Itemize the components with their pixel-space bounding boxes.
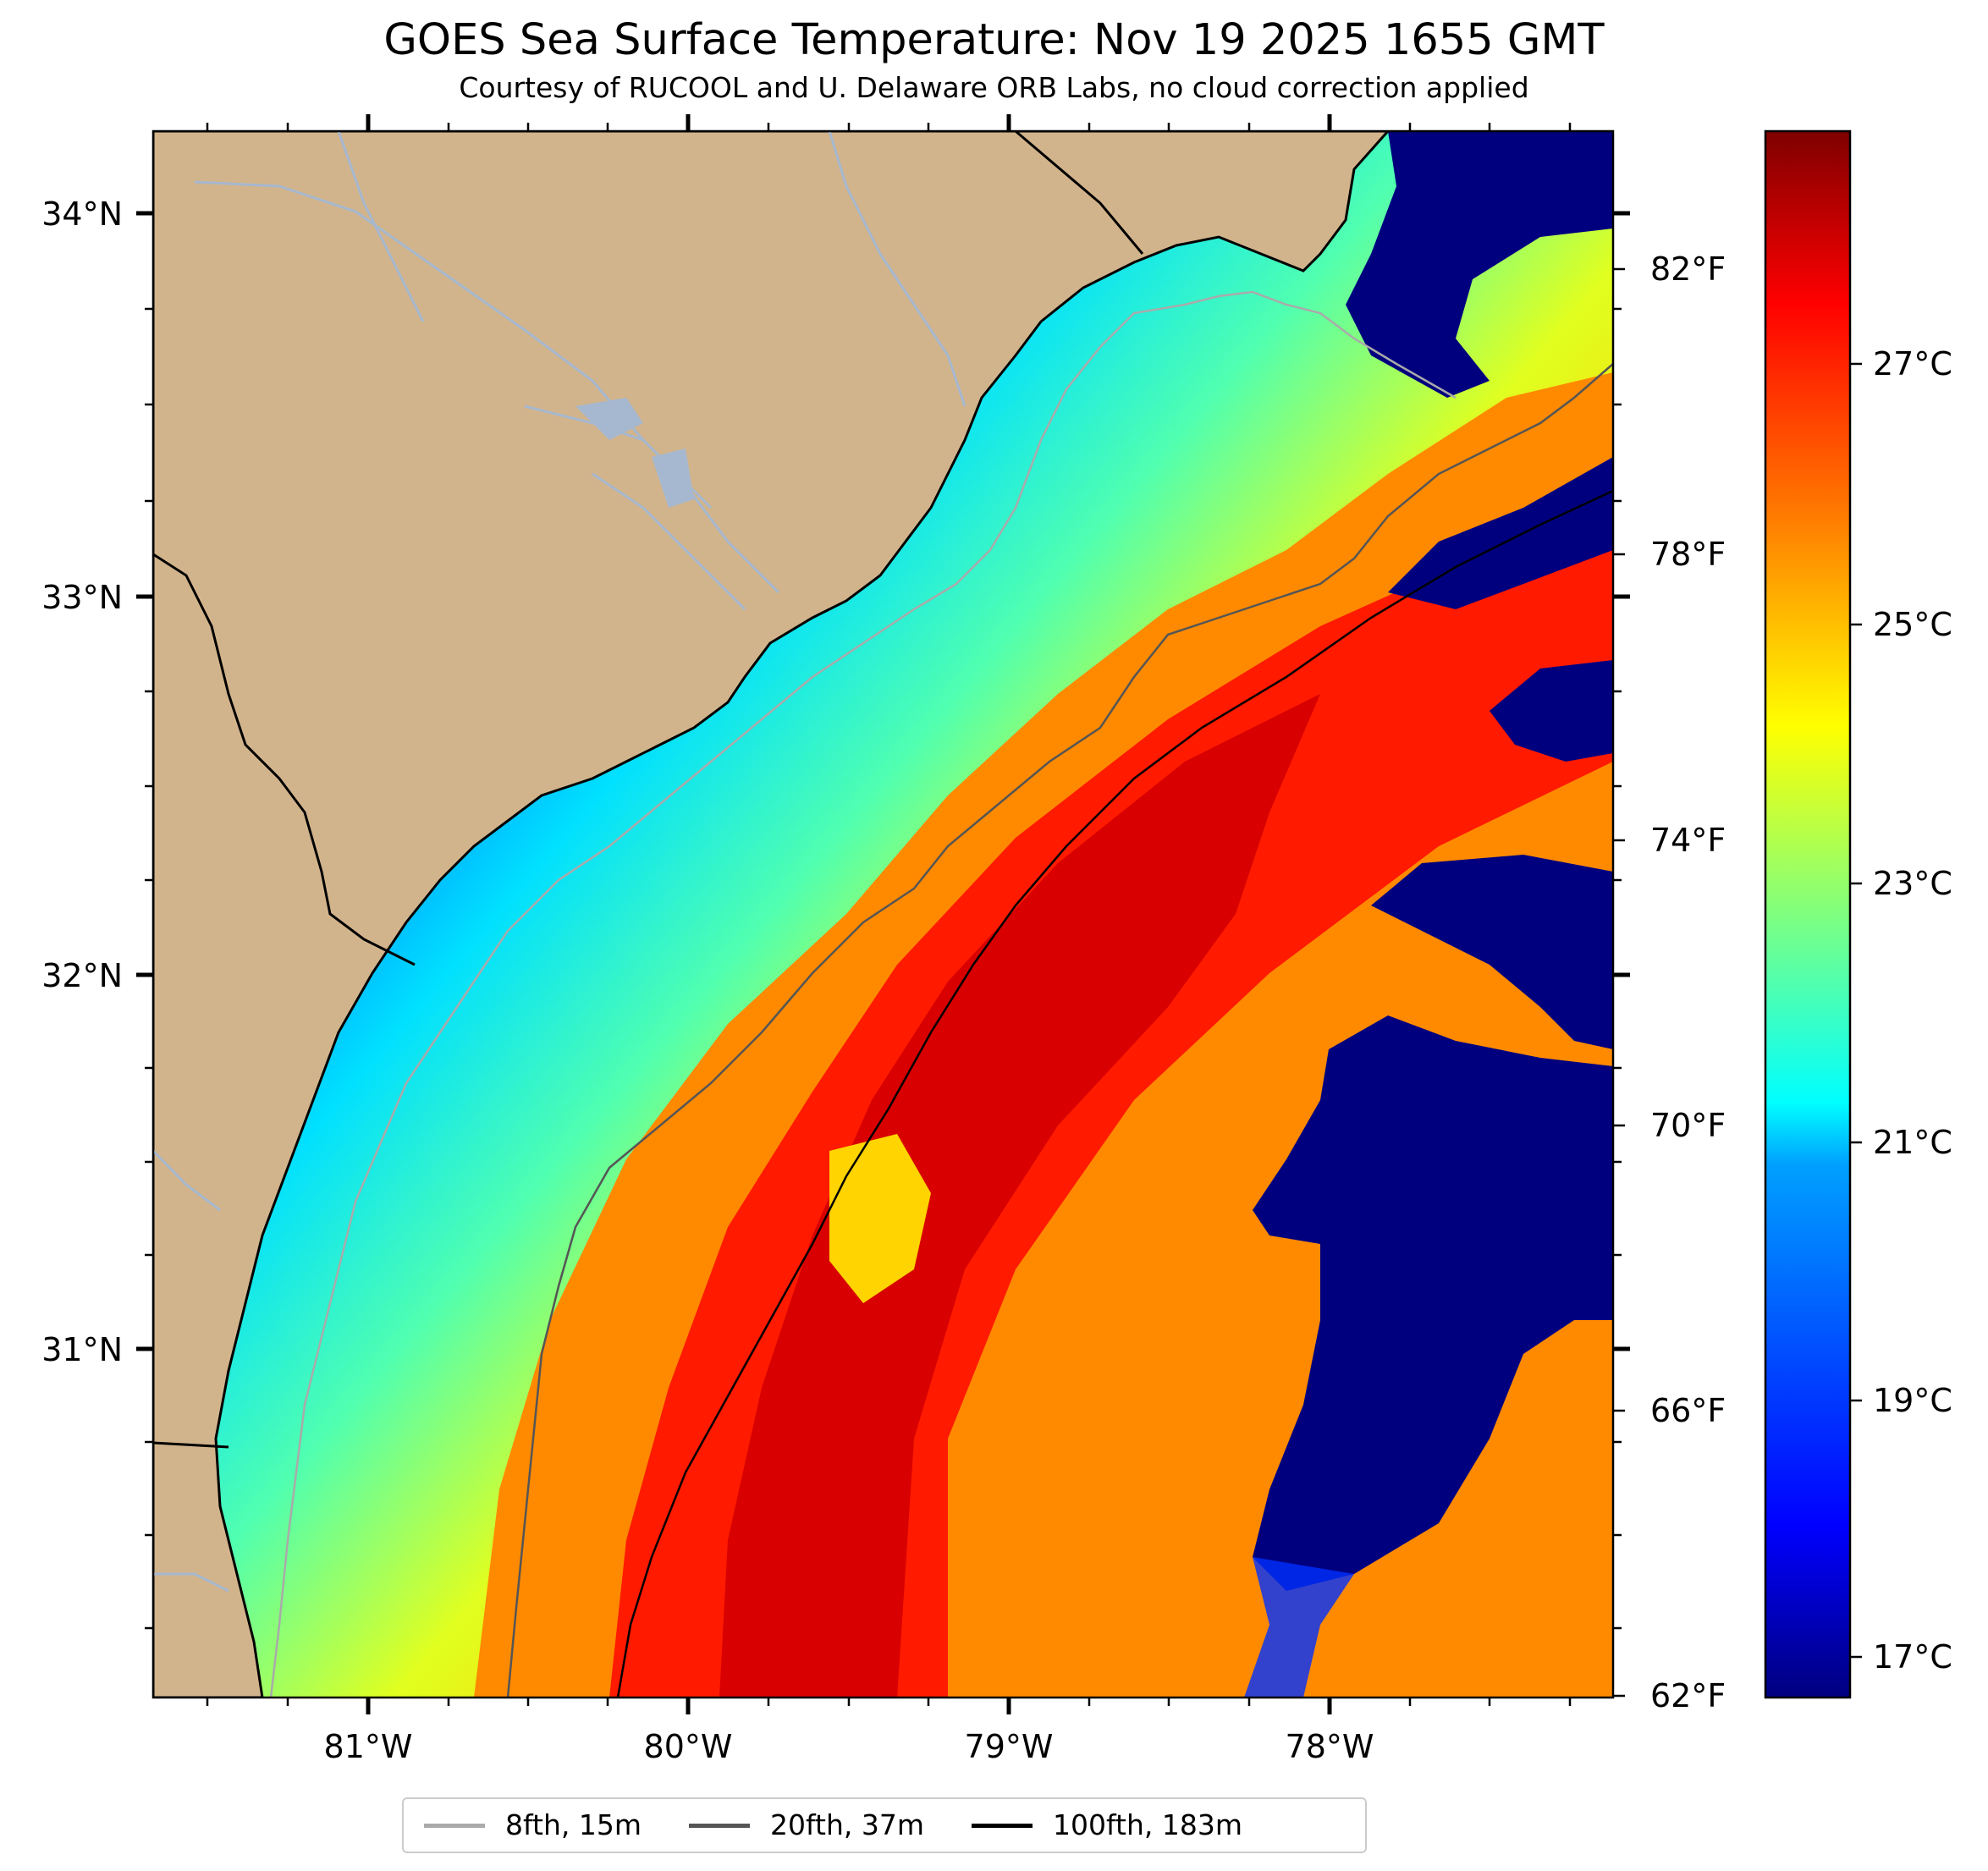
lon-label-78: 78°W bbox=[1286, 1728, 1374, 1765]
fahrenheit-label-78: 78°F bbox=[1650, 536, 1726, 573]
map-area[interactable] bbox=[153, 131, 1613, 1698]
map-title: GOES Sea Surface Temperature: Nov 19 202… bbox=[383, 15, 1605, 65]
lon-label-80: 80°W bbox=[644, 1728, 733, 1765]
legend-label-8fth: 8fth, 15m bbox=[505, 1808, 642, 1841]
celsius-label-25: 25°C bbox=[1873, 606, 1952, 643]
fahrenheit-label-82: 82°F bbox=[1650, 250, 1726, 288]
legend-swatch-100fth bbox=[972, 1823, 1033, 1828]
lat-labels: 34°N 33°N 32°N 31°N bbox=[41, 195, 123, 1368]
cold-water-tongue bbox=[1371, 855, 1613, 1049]
minor-ticks bbox=[145, 123, 1622, 1706]
fahrenheit-label-66: 66°F bbox=[1650, 1392, 1726, 1429]
isobath-20fth bbox=[506, 363, 1613, 1698]
celsius-labels: 27°C 25°C 23°C 21°C 19°C 17°C bbox=[1873, 345, 1952, 1676]
colorbar bbox=[1764, 129, 1852, 1699]
map-subtitle: Courtesy of RUCOOL and U. Delaware ORB L… bbox=[459, 71, 1529, 104]
fahrenheit-ticks bbox=[1613, 267, 1625, 1698]
isobath-legend: 8fth, 15m 20fth, 37m 100fth, 183m bbox=[402, 1797, 1367, 1853]
legend-label-20fth: 20fth, 37m bbox=[770, 1808, 925, 1841]
state-borders bbox=[153, 131, 1144, 1449]
gulf-stream-dark-core bbox=[719, 694, 1320, 1698]
celsius-label-27: 27°C bbox=[1873, 345, 1952, 382]
fahrenheit-labels: 82°F 78°F 74°F 70°F 66°F 62°F bbox=[1650, 250, 1726, 1714]
fahrenheit-label-70: 70°F bbox=[1650, 1107, 1726, 1144]
cold-water-band bbox=[1388, 457, 1613, 609]
lat-label-31: 31°N bbox=[41, 1331, 123, 1368]
map-frame bbox=[151, 129, 1615, 1699]
lake-moultrie bbox=[652, 448, 694, 508]
legend-swatch-8fth bbox=[424, 1823, 485, 1828]
cold-water-north bbox=[1346, 131, 1613, 398]
lat-label-32: 32°N bbox=[41, 957, 123, 994]
legend-item-20fth: 20fth, 37m bbox=[689, 1808, 924, 1842]
land-mass bbox=[153, 131, 1390, 1698]
cold-water-east bbox=[1490, 660, 1613, 762]
legend-swatch-20fth bbox=[689, 1823, 751, 1828]
celsius-label-23: 23°C bbox=[1873, 865, 1952, 902]
lat-label-33: 33°N bbox=[41, 579, 123, 616]
lon-major-ticks bbox=[366, 114, 1332, 1714]
legend-label-100fth: 100fth, 183m bbox=[1053, 1808, 1243, 1841]
lon-label-79: 79°W bbox=[965, 1728, 1054, 1765]
isobath-100fth bbox=[616, 489, 1613, 1698]
celsius-label-19: 19°C bbox=[1873, 1382, 1952, 1419]
lake-marion bbox=[575, 398, 643, 440]
celsius-label-17: 17°C bbox=[1873, 1638, 1952, 1676]
lon-label-81: 81°W bbox=[324, 1728, 413, 1765]
lat-major-ticks bbox=[136, 211, 1630, 1351]
cold-water-south bbox=[1253, 1015, 1613, 1591]
celsius-ticks bbox=[1850, 362, 1862, 1659]
fahrenheit-label-74: 74°F bbox=[1650, 822, 1726, 859]
lon-labels: 81°W 80°W 79°W 78°W bbox=[324, 1728, 1374, 1765]
warm-eddy bbox=[829, 1134, 931, 1303]
isobath-8fth bbox=[269, 290, 1457, 1698]
cold-water-fringe bbox=[1244, 1557, 1354, 1698]
celsius-label-21: 21°C bbox=[1873, 1124, 1952, 1161]
legend-item-100fth: 100fth, 183m bbox=[972, 1808, 1242, 1842]
lat-label-34: 34°N bbox=[41, 195, 123, 233]
legend-item-8fth: 8fth, 15m bbox=[424, 1808, 642, 1842]
fahrenheit-label-62: 62°F bbox=[1650, 1677, 1726, 1714]
